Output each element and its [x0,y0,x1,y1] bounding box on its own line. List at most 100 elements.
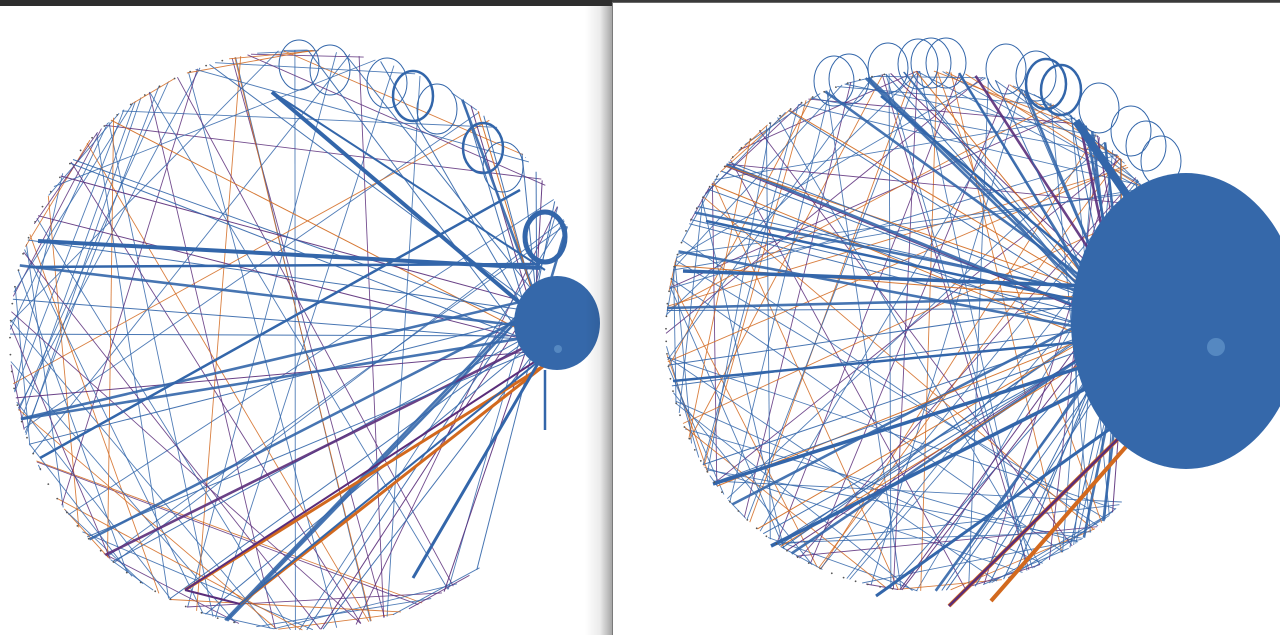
hub-edge [86,349,535,538]
bold-edge [184,363,546,592]
graph-edge [777,117,1041,565]
self-loop-icon [910,37,952,89]
graph-node-dot [683,426,686,428]
hub-edge [666,295,1122,310]
graph-edge [48,113,120,196]
graph-window-right[interactable] [612,2,1280,635]
graph-edge [149,91,449,590]
graph-edge [681,173,720,242]
graph-edge [86,142,370,622]
graph-node-dot [11,302,14,305]
self-loop-icon [828,53,870,105]
hub-edge [731,303,1118,506]
graph-node-dot [749,138,752,141]
graph-edge [110,559,154,591]
graph-edge [215,62,416,75]
self-loop-icon [1024,57,1068,111]
graph-edge [196,56,242,611]
graph-node-dot [154,590,157,593]
graph-edge [670,280,818,568]
graph-edge [759,89,1024,532]
graph-node-dot [47,483,50,485]
hub-edge [678,250,1118,336]
hub-edge [104,340,538,557]
graph-edge [32,54,351,454]
graph-edge [728,499,747,519]
graph-node-dot [205,64,208,67]
hub-edge [690,219,1124,324]
graph-node-dot [184,605,187,608]
hub-edge [205,339,537,615]
graph-node-dot [830,572,833,575]
graph-edge [14,173,64,392]
hub-node [514,276,600,370]
graph-edge [392,567,480,616]
graph-edge [888,73,892,589]
graph-edge [675,259,1106,520]
graph-edge [798,103,1142,186]
graph-edge [106,224,567,557]
graph-edge [885,73,1033,569]
graph-edge [68,199,554,516]
hub-edge [778,308,1125,547]
graph-node-dot [116,114,119,116]
self-loop-icon [1125,120,1167,172]
graph-edge [24,249,204,614]
hub-edge [788,109,1120,307]
graph-edge [818,157,1121,569]
node-layer [665,37,1280,590]
graph-node-dot [16,404,19,406]
self-loop-icon [1078,82,1120,134]
graph-edge [29,234,160,594]
graph-edge [355,206,558,625]
graph-node-dot [891,587,894,590]
hub-edge [320,295,539,630]
right-window-titlebar[interactable] [612,0,1280,3]
graph-node-dot [91,136,93,139]
graph-edge [666,354,709,473]
graph-edge [870,88,1022,586]
graph-canvas-left[interactable] [0,6,612,635]
graph-node-dot [112,561,115,563]
graph-node-dot [99,549,102,552]
graph-edge [713,480,1122,503]
hub-edge [72,159,532,326]
bold-edge [875,419,1122,598]
graph-edge [809,84,1010,564]
graph-canvas-right[interactable] [613,3,1280,635]
graph-window-left[interactable] [0,6,612,635]
left-window-titlebar[interactable] [0,0,612,6]
hub-edge [10,333,537,337]
graph-node-dot [669,377,672,380]
hub-edge [724,165,1126,329]
graph-node-dot [679,414,681,417]
graph-node-dot [665,340,668,343]
graph-edge [188,72,338,628]
hub-edge [226,297,540,622]
graph-edge [777,504,1120,546]
hub-edge [307,49,534,351]
graph-node-dot [20,420,23,423]
graph-edge [920,71,938,591]
graph-node-dot [173,77,176,80]
self-loop-icon [1015,50,1057,102]
graph-edge [177,76,454,587]
graph-node-dot [79,149,82,152]
graph-edge [36,460,423,604]
bold-edge [880,95,1092,272]
graph-edge [765,125,771,540]
self-loop-icon [813,55,855,107]
hub-edge [666,307,1121,311]
graph-edge [667,164,1127,363]
bold-edge [672,339,1092,383]
graph-node-dot [41,205,44,208]
graph-edge [247,54,546,186]
self-loop-icon [278,39,320,91]
hub-node [1071,173,1280,469]
graph-edge [810,97,1118,156]
hub-edge [786,326,1127,552]
graph-edge [739,70,918,151]
bold-edge [712,359,1102,486]
hub-edge [757,319,1121,530]
